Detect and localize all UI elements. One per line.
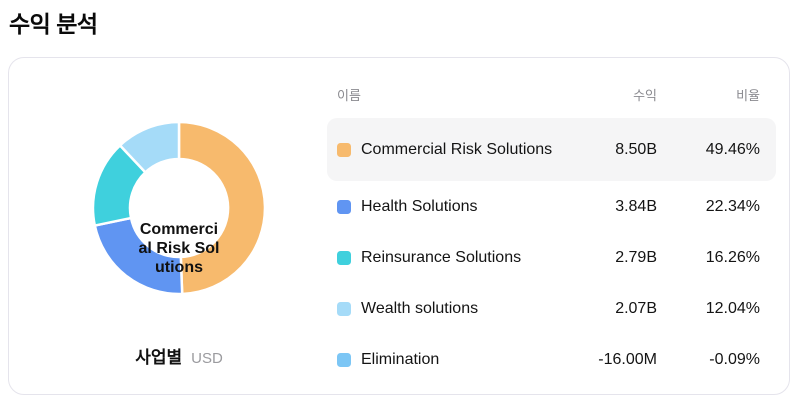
revenue-analysis-card: Commerci al Risk Sol utions 사업별 USD 이름 수… xyxy=(8,57,790,395)
table-row[interactable]: Health Solutions 3.84B 22.34% xyxy=(327,181,776,232)
series-name: Reinsurance Solutions xyxy=(361,248,522,266)
row-revenue-value: 2.79B xyxy=(615,248,657,266)
series-name: Health Solutions xyxy=(361,197,478,215)
table-row[interactable]: Elimination -16.00M -0.09% xyxy=(327,334,776,385)
row-name-cell: Wealth solutions xyxy=(337,299,567,319)
row-revenue-value: 8.50B xyxy=(615,140,657,158)
group-by-label: 사업별 xyxy=(135,348,183,367)
row-name-cell: Elimination xyxy=(337,350,567,370)
donut-segment-health-solutions[interactable] xyxy=(93,216,184,296)
series-color-swatch xyxy=(337,301,351,316)
row-ratio-value: -0.09% xyxy=(709,350,760,368)
table-body: Commercial Risk Solutions 8.50B 49.46% Heal… xyxy=(327,118,776,385)
header-name: 이름 xyxy=(337,88,361,103)
row-ratio-value: 22.34% xyxy=(705,197,760,215)
page-title: 수익 분석 xyxy=(9,11,98,37)
header-ratio: 비율 xyxy=(736,88,760,103)
row-revenue-value: -16.00M xyxy=(598,350,657,368)
donut-chart xyxy=(91,120,267,296)
series-color-swatch xyxy=(337,352,351,367)
series-name: Elimination xyxy=(361,350,440,368)
revenue-table: 이름 수익 비율 Commercial Risk Solutions 8.50B 4… xyxy=(327,81,776,385)
table-row[interactable]: Commercial Risk Solutions 8.50B 49.46% xyxy=(327,118,776,181)
donut-segment-wealth-solutions[interactable] xyxy=(118,120,181,174)
row-revenue-value: 2.07B xyxy=(615,299,657,317)
table-header-row: 이름 수익 비율 xyxy=(327,81,776,118)
row-name-cell: Health Solutions xyxy=(337,197,567,217)
row-ratio-value: 49.46% xyxy=(705,140,760,158)
row-name-cell: Reinsurance Solutions xyxy=(337,248,567,268)
currency-label: USD xyxy=(191,350,223,367)
donut-chart-area: Commerci al Risk Sol utions xyxy=(69,98,289,318)
donut-segment-commercial-risk-solutions[interactable] xyxy=(177,120,267,296)
chart-footer: 사업별 USD xyxy=(59,343,299,368)
series-color-swatch xyxy=(337,142,351,157)
series-name: Commercial Risk Solutions xyxy=(361,140,553,158)
series-color-swatch xyxy=(337,199,351,214)
table-row[interactable]: Reinsurance Solutions 2.79B 16.26% xyxy=(327,232,776,283)
row-ratio-value: 12.04% xyxy=(705,299,760,317)
table-row[interactable]: Wealth solutions 2.07B 12.04% xyxy=(327,283,776,334)
row-ratio-value: 16.26% xyxy=(705,248,760,266)
row-name-cell: Commercial Risk Solutions xyxy=(337,140,567,160)
header-revenue: 수익 xyxy=(633,88,657,103)
row-revenue-value: 3.84B xyxy=(615,197,657,215)
series-color-swatch xyxy=(337,250,351,265)
series-name: Wealth solutions xyxy=(361,299,479,317)
